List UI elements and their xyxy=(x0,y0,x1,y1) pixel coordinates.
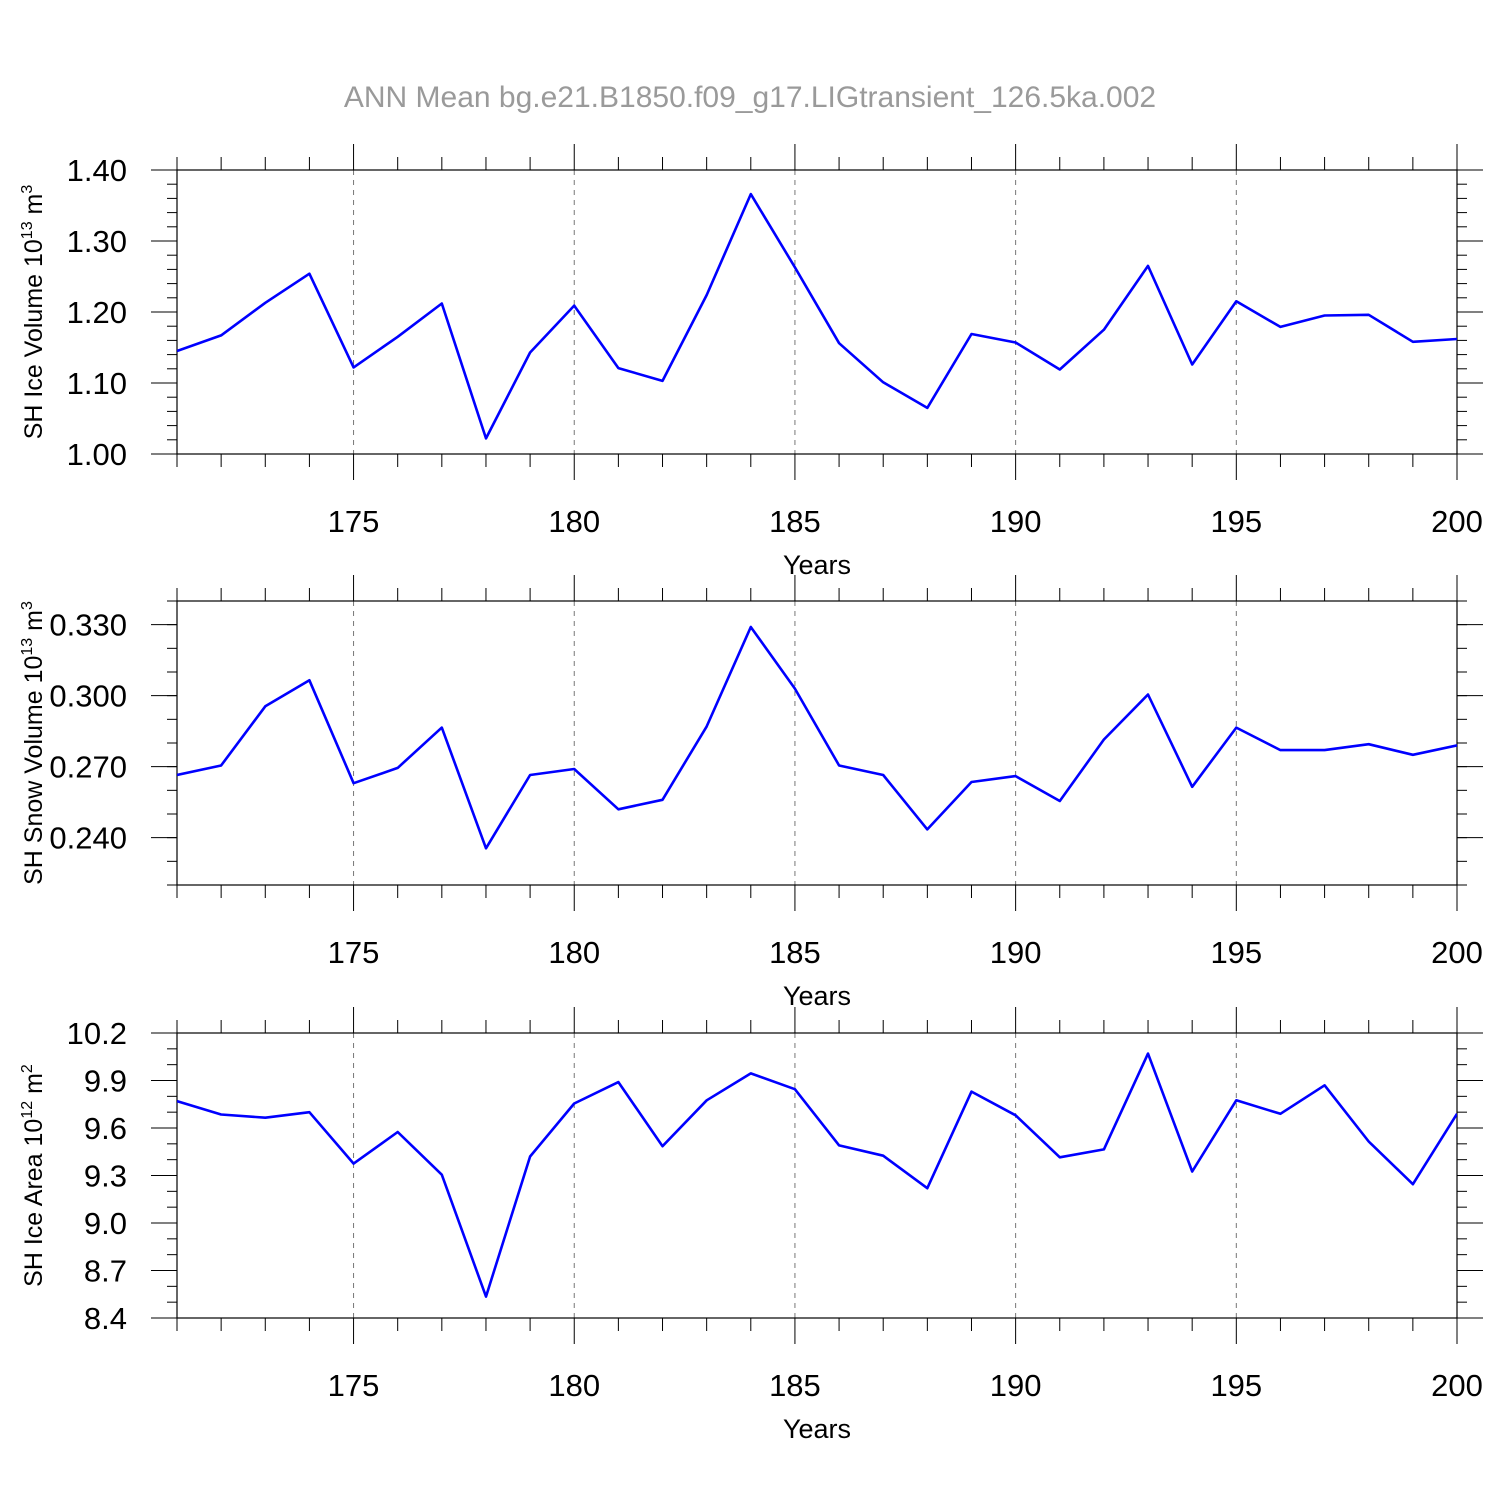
x-tick-label: 195 xyxy=(1210,504,1262,539)
x-axis-title: Years xyxy=(783,1414,851,1444)
y-tick-label: 1.30 xyxy=(67,224,127,259)
x-tick-label: 185 xyxy=(769,1368,821,1403)
panel-1: 175 180 185 190 195 200 1.00 1.10 1.20 1.30 1.40 Ye… xyxy=(19,144,1483,580)
x-tick-label: 180 xyxy=(548,1368,600,1403)
panel-2: 175 180 185 190 195 200 0.240 0.270 0.300 0.330 Ye… xyxy=(19,575,1483,1011)
figure-title: ANN Mean bg.e21.B1850.f09_g17.LIGtransie… xyxy=(344,81,1156,114)
y-axis-title: SH Ice Area 1012 m2 xyxy=(19,1064,48,1287)
y-tick-label: 0.300 xyxy=(49,679,127,714)
y-tick-label: 9.3 xyxy=(84,1159,127,1194)
y-tick-label: 0.330 xyxy=(49,608,127,643)
x-tick-label: 185 xyxy=(769,935,821,970)
series-line xyxy=(177,1052,1457,1298)
x-tick-label: 180 xyxy=(548,935,600,970)
x-tick-label: 190 xyxy=(990,504,1042,539)
panel-3: 175 180 185 190 195 200 8.4 8.7 9.0 9.3 9.6 9.9 10.2… xyxy=(19,1007,1483,1444)
plot-frame xyxy=(176,169,1458,455)
y-axis-title: SH Snow Volume 1013 m3 xyxy=(19,601,48,885)
series-line xyxy=(177,192,1457,440)
x-axis-title: Years xyxy=(783,550,851,580)
y-tick-label: 1.40 xyxy=(67,153,127,188)
x-tick-label: 185 xyxy=(769,504,821,539)
x-tick-label: 200 xyxy=(1431,504,1483,539)
x-tick-label: 195 xyxy=(1210,935,1262,970)
y-tick-label: 8.4 xyxy=(84,1301,127,1336)
x-tick-label: 190 xyxy=(990,935,1042,970)
series-line xyxy=(177,625,1457,850)
y-tick-label: 1.20 xyxy=(67,295,127,330)
x-tick-label: 200 xyxy=(1431,935,1483,970)
x-tick-label: 195 xyxy=(1210,1368,1262,1403)
y-tick-label: 1.00 xyxy=(67,437,127,472)
x-tick-label: 175 xyxy=(328,1368,380,1403)
y-tick-label: 1.10 xyxy=(67,366,127,401)
x-tick-label: 180 xyxy=(548,504,600,539)
y-tick-label: 10.2 xyxy=(67,1016,127,1051)
y-tick-label: 9.6 xyxy=(84,1111,127,1146)
y-tick-label: 9.9 xyxy=(84,1064,127,1099)
y-tick-label: 9.0 xyxy=(84,1206,127,1241)
x-tick-label: 200 xyxy=(1431,1368,1483,1403)
x-axis-title: Years xyxy=(783,981,851,1011)
y-axis-title: SH Ice Volume 1013 m3 xyxy=(19,185,48,440)
y-tick-label: 0.270 xyxy=(49,750,127,785)
x-tick-label: 175 xyxy=(328,935,380,970)
y-tick-label: 0.240 xyxy=(49,821,127,856)
x-tick-label: 175 xyxy=(328,504,380,539)
y-tick-label: 8.7 xyxy=(84,1254,127,1289)
x-tick-label: 190 xyxy=(990,1368,1042,1403)
plot-frame xyxy=(176,1032,1458,1319)
